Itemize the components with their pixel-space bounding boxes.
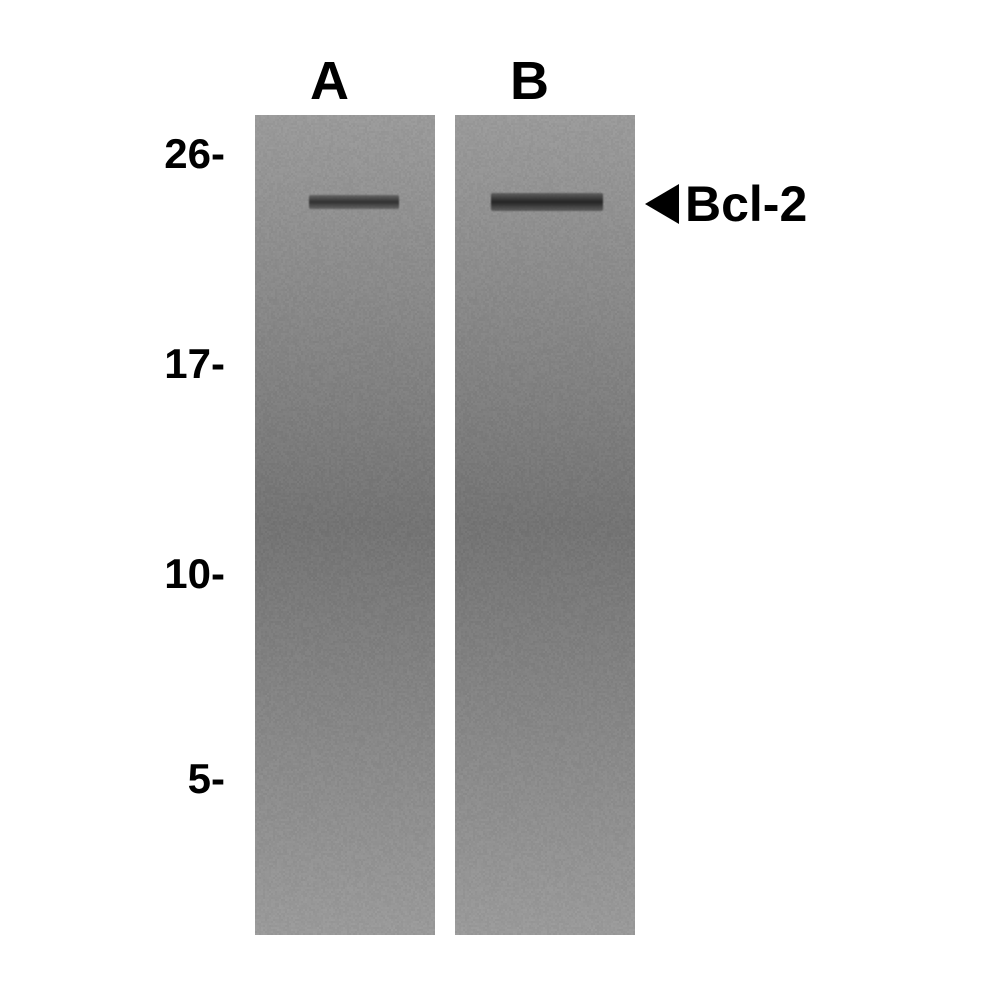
target-name: Bcl-2 xyxy=(685,175,807,233)
mw-marker-5: 5- xyxy=(105,755,225,803)
lane-background xyxy=(455,115,635,935)
band-A-0 xyxy=(309,195,399,209)
mw-marker-26: 26- xyxy=(105,130,225,178)
lane-label-A: A xyxy=(310,50,349,112)
mw-marker-17: 17- xyxy=(105,340,225,388)
arrowhead-icon xyxy=(645,184,679,224)
band-B-0 xyxy=(491,193,603,211)
lane-label-B: B xyxy=(510,50,549,112)
target-label: Bcl-2 xyxy=(645,175,807,233)
lane-background xyxy=(255,115,435,935)
mw-marker-10: 10- xyxy=(105,550,225,598)
lane-B xyxy=(455,115,635,935)
lane-A xyxy=(255,115,435,935)
